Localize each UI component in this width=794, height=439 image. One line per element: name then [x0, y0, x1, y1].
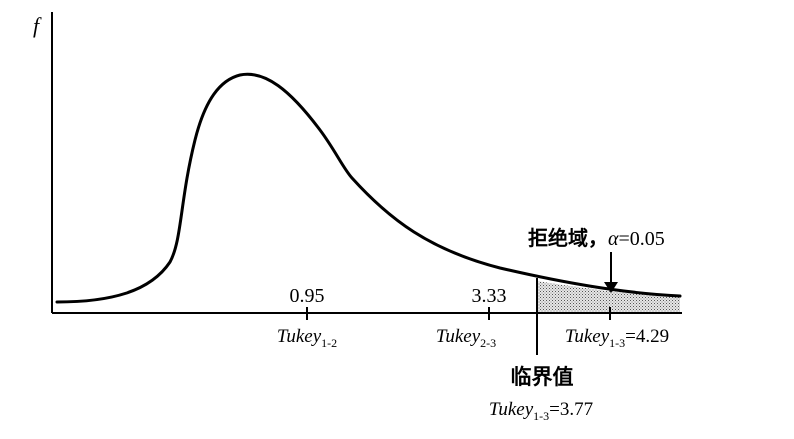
- rejection-region-label: 拒绝域，α=0.05: [528, 226, 665, 250]
- rejection-region-arrowhead: [604, 282, 618, 293]
- tick-label-tukey-1-3-observed: Tukey1-3=4.29: [565, 326, 669, 350]
- tick-label-tukey-1-2: Tukey1-2: [277, 326, 337, 350]
- tick-value-tukey-2-3: 3.33: [472, 285, 507, 307]
- critical-value-expression: Tukey1-3=3.77: [489, 399, 593, 423]
- tick-label-tukey-2-3: Tukey2-3: [436, 326, 496, 350]
- y-axis-label: f: [33, 13, 42, 38]
- tick-value-tukey-1-2: 0.95: [290, 285, 325, 307]
- density-curve: [55, 72, 682, 304]
- critical-value-label: 临界值: [511, 365, 574, 389]
- rejection-region-shading: [537, 281, 680, 313]
